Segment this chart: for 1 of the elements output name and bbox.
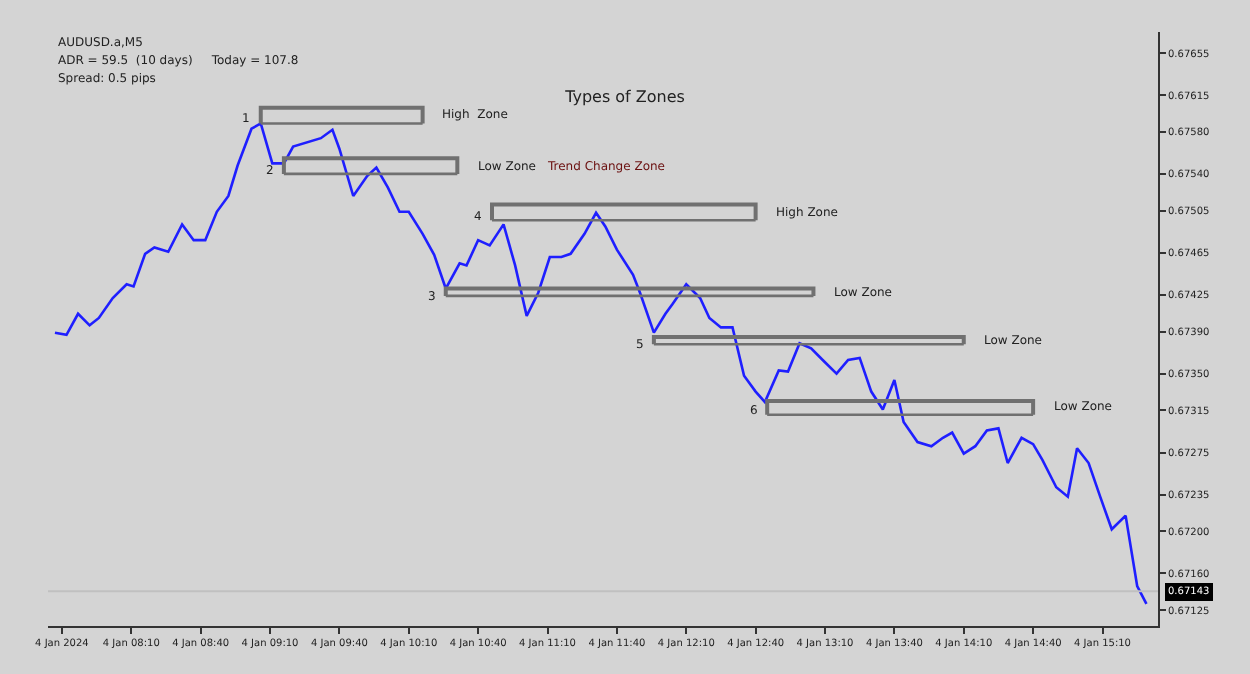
text: Types of Zones xyxy=(563,88,685,107)
